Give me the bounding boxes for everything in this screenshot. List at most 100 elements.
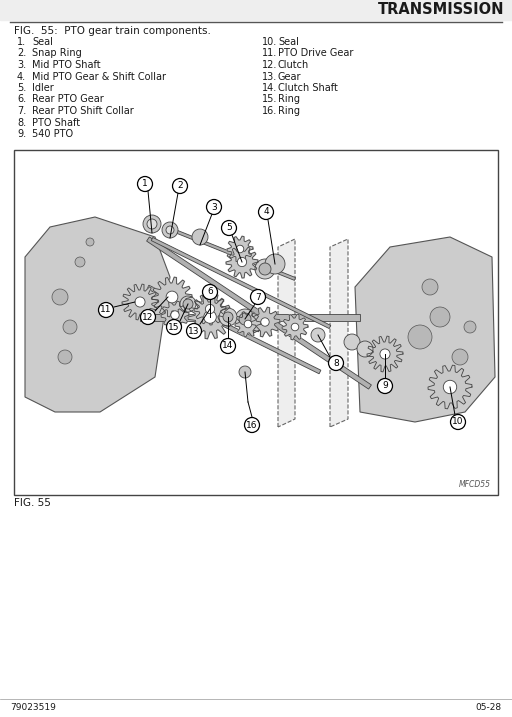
Circle shape	[166, 291, 178, 303]
Circle shape	[261, 318, 269, 326]
Text: 13.: 13.	[262, 72, 278, 82]
Circle shape	[357, 341, 373, 357]
Text: 05-28: 05-28	[476, 703, 502, 711]
Circle shape	[344, 334, 360, 350]
Text: 1.: 1.	[17, 37, 26, 47]
Text: 2.: 2.	[17, 49, 26, 59]
Circle shape	[192, 229, 208, 245]
Circle shape	[255, 259, 275, 279]
Circle shape	[205, 305, 215, 313]
Circle shape	[63, 320, 77, 334]
Text: 9.: 9.	[17, 129, 26, 139]
Text: 10: 10	[452, 417, 464, 427]
Text: Clutch Shaft: Clutch Shaft	[278, 83, 338, 93]
Circle shape	[311, 328, 325, 342]
Text: Seal: Seal	[278, 37, 299, 47]
Text: 11.: 11.	[262, 49, 278, 59]
Circle shape	[221, 338, 236, 353]
Circle shape	[291, 323, 299, 331]
Circle shape	[380, 349, 390, 359]
Text: 12.: 12.	[262, 60, 278, 70]
Polygon shape	[330, 239, 348, 427]
Circle shape	[58, 350, 72, 364]
Circle shape	[52, 289, 68, 305]
Polygon shape	[227, 236, 253, 262]
Polygon shape	[278, 239, 295, 427]
Circle shape	[244, 320, 252, 328]
Circle shape	[186, 323, 202, 338]
Text: 1: 1	[142, 179, 148, 189]
Text: 6: 6	[207, 288, 213, 297]
Polygon shape	[250, 307, 280, 337]
Circle shape	[239, 366, 251, 378]
Circle shape	[443, 380, 457, 394]
Polygon shape	[164, 226, 295, 280]
Text: 15.: 15.	[262, 95, 278, 105]
Circle shape	[162, 222, 178, 238]
Circle shape	[140, 310, 156, 325]
Text: Rear PTO Shift Collar: Rear PTO Shift Collar	[32, 106, 134, 116]
Text: Clutch: Clutch	[278, 60, 309, 70]
Circle shape	[464, 321, 476, 333]
Text: Rear PTO Gear: Rear PTO Gear	[32, 95, 104, 105]
Text: 8.: 8.	[17, 118, 26, 128]
Circle shape	[430, 307, 450, 327]
Text: TRANSMISSION: TRANSMISSION	[377, 2, 504, 17]
Text: FIG. 55: FIG. 55	[14, 498, 51, 508]
Circle shape	[250, 290, 266, 305]
Text: Mid PTO Shaft: Mid PTO Shaft	[32, 60, 101, 70]
Polygon shape	[282, 314, 308, 340]
Text: 16.: 16.	[262, 106, 278, 116]
Text: Gear: Gear	[278, 72, 302, 82]
Circle shape	[265, 254, 285, 274]
Polygon shape	[194, 293, 226, 325]
Circle shape	[173, 179, 187, 194]
Polygon shape	[25, 217, 170, 412]
Circle shape	[259, 204, 273, 219]
Circle shape	[452, 349, 468, 365]
Text: Snap Ring: Snap Ring	[32, 49, 82, 59]
Circle shape	[238, 257, 247, 267]
Text: 16: 16	[246, 420, 258, 429]
Text: 13: 13	[188, 326, 200, 336]
Text: 4: 4	[263, 207, 269, 217]
Circle shape	[223, 312, 233, 322]
Circle shape	[180, 296, 196, 312]
Text: 4.: 4.	[17, 72, 26, 82]
Text: 79023519: 79023519	[10, 703, 56, 711]
Bar	[0, 0, 512, 20]
Text: 2: 2	[177, 181, 183, 191]
Polygon shape	[226, 246, 258, 278]
Circle shape	[235, 309, 255, 329]
Text: Ring: Ring	[278, 95, 300, 105]
Polygon shape	[188, 295, 232, 339]
Circle shape	[171, 310, 179, 319]
Circle shape	[236, 245, 244, 253]
Text: Idler: Idler	[32, 83, 54, 93]
Circle shape	[143, 215, 161, 233]
Polygon shape	[428, 365, 472, 409]
Text: 15: 15	[168, 323, 180, 331]
Circle shape	[204, 310, 216, 323]
Circle shape	[86, 238, 94, 246]
Circle shape	[222, 221, 237, 235]
Text: 12: 12	[142, 313, 154, 321]
Circle shape	[138, 176, 153, 191]
Circle shape	[166, 320, 181, 335]
Text: Ring: Ring	[278, 106, 300, 116]
Polygon shape	[152, 277, 192, 317]
Text: MFCD55: MFCD55	[459, 480, 491, 489]
Text: 6.: 6.	[17, 95, 26, 105]
Circle shape	[377, 379, 393, 394]
Circle shape	[135, 297, 145, 307]
Circle shape	[422, 279, 438, 295]
Text: Seal: Seal	[32, 37, 53, 47]
Polygon shape	[235, 311, 261, 337]
Polygon shape	[147, 285, 321, 374]
Text: 540 PTO: 540 PTO	[32, 129, 73, 139]
Bar	[140, 313, 360, 320]
Circle shape	[75, 257, 85, 267]
Circle shape	[245, 417, 260, 432]
Polygon shape	[151, 237, 331, 328]
Circle shape	[183, 299, 193, 309]
